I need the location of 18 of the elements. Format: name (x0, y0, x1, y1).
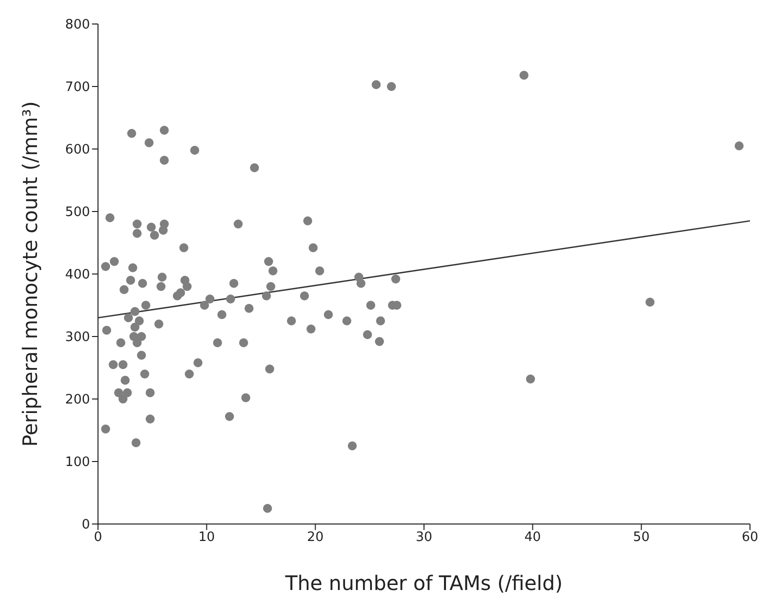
x-tick-label: 40 (524, 530, 541, 546)
y-tick-label: 0 (82, 518, 90, 533)
x-tick-label: 30 (416, 530, 432, 546)
y-tick-label: 200 (65, 392, 90, 408)
x-tick-label: 50 (633, 530, 650, 546)
y-axis-title: Peripheral monocyte count (/mm³) (18, 101, 42, 447)
y-tick-label: 500 (65, 205, 90, 220)
x-tick-label: 10 (198, 530, 215, 546)
x-axis-title: The number of TAMs (/field) (284, 571, 563, 596)
x-tick-label: 20 (307, 530, 324, 546)
x-tick-label: 0 (94, 530, 102, 546)
y-tick-label: 300 (65, 330, 90, 346)
x-tick-label: 60 (742, 530, 758, 546)
y-tick-label: 400 (65, 268, 90, 283)
y-tick-label: 700 (65, 80, 90, 96)
y-tick-label: 100 (65, 455, 90, 470)
y-tick-label: 600 (65, 142, 90, 158)
y-tick-label: 800 (65, 18, 90, 33)
